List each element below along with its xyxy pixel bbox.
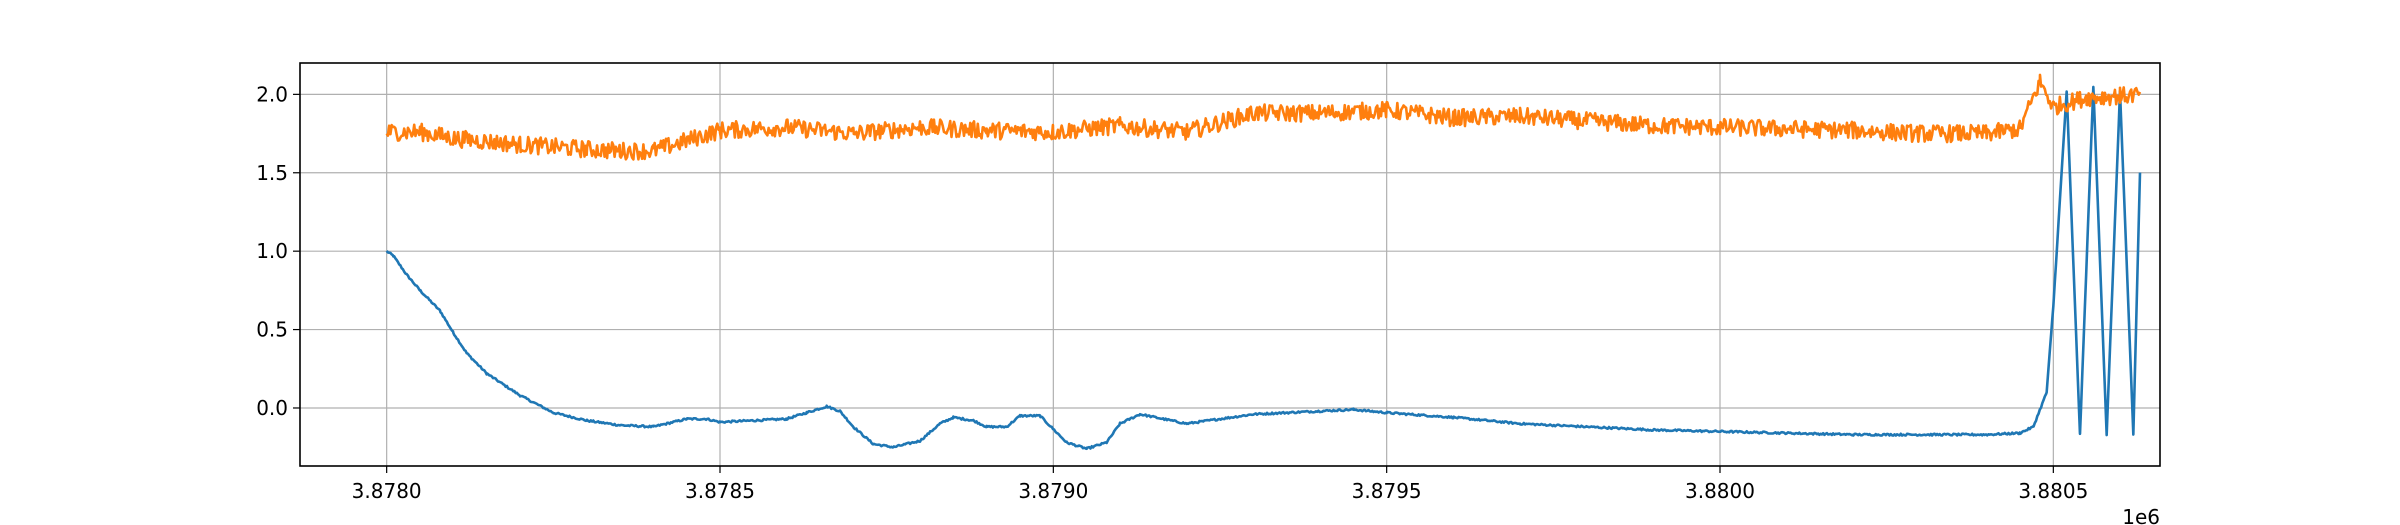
series-line-1 <box>385 85 2142 451</box>
x-tick-label: 3.8805 <box>2018 479 2088 503</box>
y-tick-label: 1.0 <box>256 239 288 263</box>
x-tick-label: 3.8795 <box>1352 479 1422 503</box>
x-tick-label: 3.8780 <box>352 479 422 503</box>
plot-frame <box>299 62 2161 467</box>
y-tick-label: 1.5 <box>256 161 288 185</box>
x-axis-offset-label: 1e6 <box>2122 505 2160 525</box>
grid-lines <box>300 63 2160 466</box>
series-group <box>385 73 2142 451</box>
x-tick-label: 3.8785 <box>685 479 755 503</box>
y-tick-label: 0.0 <box>256 396 288 420</box>
x-tick-label: 3.8790 <box>1018 479 1088 503</box>
x-tick-label: 3.8800 <box>1685 479 1755 503</box>
series-line-2 <box>385 73 2142 161</box>
y-tick-label: 0.5 <box>256 318 288 342</box>
y-axis-ticks: 0.0 0.5 1.0 1.5 2.0 <box>256 82 300 420</box>
x-axis-ticks: 3.8780 3.8785 3.8790 3.8795 3.8800 3.8805 <box>352 466 2088 503</box>
y-tick-label: 2.0 <box>256 82 288 106</box>
